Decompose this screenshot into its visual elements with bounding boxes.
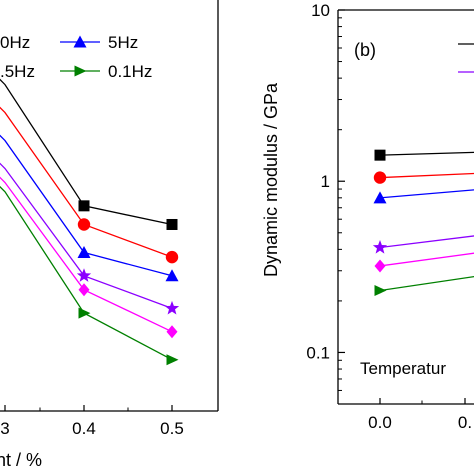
left-series-line xyxy=(0,78,173,226)
left-legend-label: 0.1Hz xyxy=(108,62,152,81)
right-y-tick-label: 0.1 xyxy=(306,343,330,362)
left-panel: 3 0.4 0.5 nt / % 0Hz 5Hz .5Hz 0.1Hz xyxy=(0,0,219,470)
left-legend-marker xyxy=(74,65,87,77)
left-data-point xyxy=(76,268,92,282)
left-series-line xyxy=(0,134,173,277)
left-legend-entry: 5Hz xyxy=(60,33,138,52)
right-series-line xyxy=(379,252,474,267)
left-data-point xyxy=(78,200,90,212)
left-legend-label: .5Hz xyxy=(0,62,35,81)
left-data-point xyxy=(78,307,91,319)
right-annotation: Temperatur xyxy=(360,359,446,378)
left-data-point xyxy=(166,325,178,339)
right-panel-label: (b) xyxy=(354,40,376,60)
right-series-line xyxy=(379,275,474,292)
right-series-line xyxy=(379,235,474,249)
left-data-point xyxy=(166,354,179,366)
right-series-line xyxy=(379,151,474,156)
left-data-point xyxy=(77,245,91,258)
right-data-point xyxy=(374,149,386,161)
left-series-line xyxy=(0,176,173,333)
left-series-line xyxy=(0,185,173,361)
left-legend-marker xyxy=(73,35,87,48)
left-series-line xyxy=(0,162,173,310)
left-legend-label: 5Hz xyxy=(108,33,138,52)
left-legend-entry: 0.1Hz xyxy=(60,62,152,81)
left-data-point xyxy=(164,300,180,315)
left-x-tick-label: 0.4 xyxy=(72,419,96,438)
left-data-point xyxy=(165,269,179,282)
left-legend-entry: 0Hz xyxy=(0,33,30,52)
right-x-tick-label: 0.0 xyxy=(368,413,392,432)
right-series-line xyxy=(379,172,474,179)
right-y-axis-title: Dynamic modulus / GPa xyxy=(261,82,281,277)
left-data-point xyxy=(166,218,178,230)
right-data-point xyxy=(373,171,387,184)
left-series-line xyxy=(0,106,173,258)
left-x-tick-label: 3 xyxy=(0,419,9,438)
left-data-point xyxy=(77,218,91,231)
right-y-tick-label: 1 xyxy=(321,172,330,191)
left-x-axis-title: nt / % xyxy=(0,450,42,470)
right-y-tick-label: 10 xyxy=(311,1,330,20)
right-data-point xyxy=(372,240,388,254)
left-legend-entry: .5Hz xyxy=(0,62,35,81)
right-data-point xyxy=(374,259,386,273)
left-x-tick-label: 0.5 xyxy=(160,419,184,438)
right-panel: 10 1 0.1 Dynamic modulus / GPa 0.0 0. (b) Tempe… xyxy=(261,1,474,432)
left-data-point xyxy=(78,283,90,297)
right-x-tick-label: 0. xyxy=(458,413,472,432)
left-data-point xyxy=(165,250,179,264)
right-data-point xyxy=(374,285,387,297)
right-data-point xyxy=(373,191,387,204)
left-legend-label: 0Hz xyxy=(0,33,30,52)
right-series-line xyxy=(379,189,474,199)
